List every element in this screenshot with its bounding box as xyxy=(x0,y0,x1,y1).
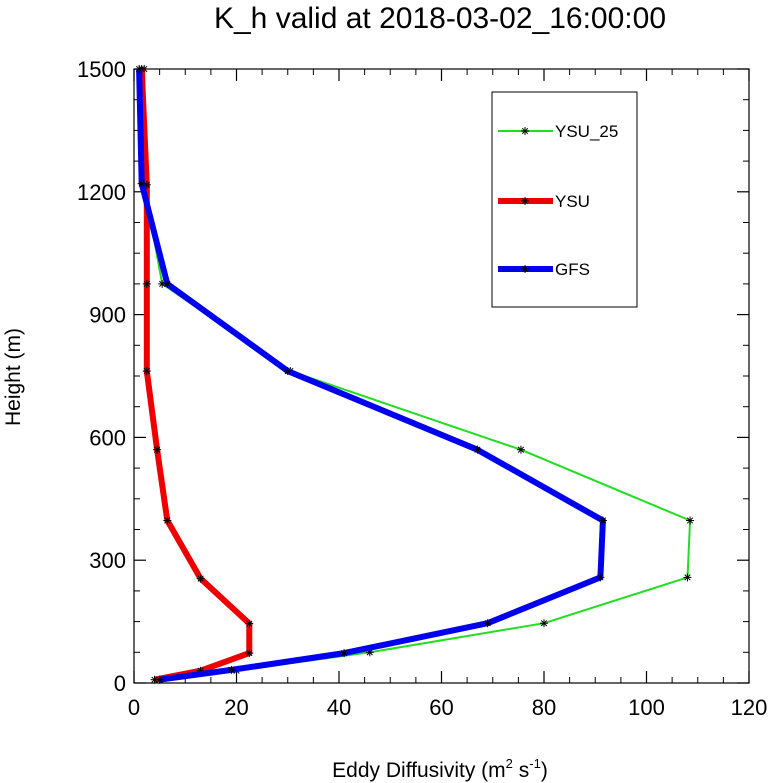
marker-stroke xyxy=(521,265,529,273)
data-point-ysu xyxy=(150,675,159,684)
marker-stroke xyxy=(246,620,253,627)
marker-stroke xyxy=(164,517,171,524)
y-tick-label: 0 xyxy=(114,671,126,696)
x-axis-label: Eddy Diffusivity (m2 s-1) xyxy=(332,756,548,782)
marker-stroke xyxy=(197,575,204,582)
marker-stroke xyxy=(521,197,529,205)
series-line-ysu xyxy=(138,68,253,683)
y-tick-label: 1200 xyxy=(77,180,126,205)
marker-stroke xyxy=(597,574,604,581)
data-point-ysu xyxy=(142,279,151,288)
y-tick-label: 1500 xyxy=(77,57,126,82)
legend-label-ysu-25: YSU_25 xyxy=(555,122,618,141)
x-axis-label-base: Eddy Diffusivity (m xyxy=(332,759,506,782)
data-point-gfs xyxy=(283,367,292,376)
marker-stroke xyxy=(484,620,491,627)
marker-stroke xyxy=(135,65,143,73)
data-point-gfs xyxy=(155,675,164,684)
series-group xyxy=(135,65,695,684)
data-point-gfs xyxy=(137,179,146,188)
x-tick-label: 100 xyxy=(628,695,665,720)
data-point-ysu-25 xyxy=(540,619,548,628)
marker-stroke xyxy=(153,446,161,453)
data-point-gfs xyxy=(163,279,172,288)
marker-stroke xyxy=(138,180,145,187)
legend-marker-ysu-25 xyxy=(521,127,529,135)
data-point-gfs xyxy=(483,619,492,628)
data-point-ysu xyxy=(245,619,254,628)
marker-stroke xyxy=(143,280,150,288)
y-tick-label: 600 xyxy=(89,425,126,450)
data-point-gfs xyxy=(598,516,607,525)
legend: YSU_25 YSU GFS xyxy=(491,91,638,308)
y-axis-label: Height (m) xyxy=(2,328,25,426)
x-tick-label: 60 xyxy=(429,695,453,720)
marker-stroke xyxy=(599,517,607,524)
data-point-ysu xyxy=(163,516,172,525)
x-tick-label: 80 xyxy=(532,695,556,720)
chart-title: K_h valid at 2018-03-02_16:00:00 xyxy=(214,2,666,35)
marker-stroke xyxy=(517,446,525,453)
marker-stroke xyxy=(340,649,348,657)
x-axis-label-sup1: 2 xyxy=(506,756,513,771)
marker-stroke xyxy=(284,367,291,375)
plot-frame xyxy=(133,68,750,684)
data-point-gfs xyxy=(596,573,605,582)
legend-label-ysu: YSU xyxy=(555,192,590,211)
data-point-ysu xyxy=(142,367,151,376)
legend-marker-gfs xyxy=(521,265,529,273)
marker-stroke xyxy=(366,649,373,656)
data-point-gfs xyxy=(340,649,349,658)
marker-stroke xyxy=(143,367,150,375)
marker-stroke xyxy=(228,666,235,674)
legend-marker-ysu xyxy=(521,197,529,205)
x-axis-label-mid: s xyxy=(513,759,529,782)
data-point-ysu xyxy=(153,445,162,454)
marker-stroke xyxy=(521,127,529,135)
marker-stroke xyxy=(540,620,548,627)
data-point-gfs xyxy=(473,445,482,454)
data-point-ysu xyxy=(245,649,254,658)
x-tick-label: 20 xyxy=(224,695,248,720)
x-tick-label: 0 xyxy=(128,695,140,720)
marker-stroke xyxy=(164,280,171,288)
marker-stroke xyxy=(151,676,158,683)
y-tick-label: 300 xyxy=(89,548,126,573)
marker-stroke xyxy=(686,517,694,524)
y-tick-label: 900 xyxy=(89,303,126,328)
marker-stroke xyxy=(246,649,253,657)
data-point-ysu-25 xyxy=(683,573,692,582)
data-point-ysu-25 xyxy=(686,516,695,525)
x-tick-label: 40 xyxy=(327,695,351,720)
x-axis-label-sup2: -1 xyxy=(529,756,541,771)
marker-stroke xyxy=(474,446,481,453)
marker-stroke xyxy=(684,574,691,581)
data-point-gfs xyxy=(135,65,144,73)
x-tick-label: 120 xyxy=(731,695,768,720)
marker-stroke xyxy=(156,676,163,683)
data-point-ysu xyxy=(196,574,205,583)
data-point-ysu-25 xyxy=(516,445,525,454)
data-point-gfs xyxy=(227,665,236,674)
x-axis-label-end: ) xyxy=(541,759,548,782)
legend-label-gfs: GFS xyxy=(555,260,590,279)
